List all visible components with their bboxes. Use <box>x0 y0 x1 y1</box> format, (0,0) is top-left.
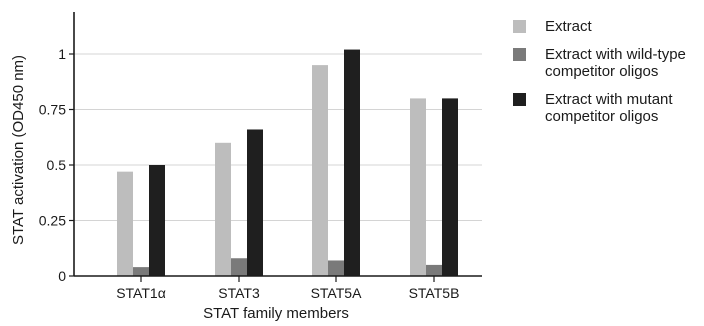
y-tick-label: 0.25 <box>39 213 66 229</box>
x-tick-label: STAT1α <box>116 285 166 301</box>
legend-swatch-wild-type <box>513 48 526 61</box>
y-tick-label: 0 <box>58 268 66 284</box>
legend-item-extract: Extract <box>513 18 703 35</box>
legend-item-mutant: Extract with mutant competitor oligos <box>513 91 703 125</box>
bar-stat1α-series-1 <box>133 267 149 276</box>
bar-stat5b-series-1 <box>426 264 442 276</box>
y-tick-label: 1 <box>58 46 66 62</box>
x-tick-label: STAT3 <box>218 285 260 301</box>
legend-label-extract: Extract <box>545 18 592 35</box>
bar-stat5b-series-0 <box>410 98 426 277</box>
bar-stat3-series-1 <box>231 258 247 276</box>
bar-stat1α-series-2 <box>149 165 165 276</box>
x-tick-label: STAT5B <box>409 285 460 301</box>
bar-stat3-series-0 <box>215 142 231 276</box>
x-axis-title: STAT family members <box>203 305 349 322</box>
bar-stat1α-series-0 <box>117 171 133 276</box>
legend-item-wild-type: Extract with wild-type competitor oligos <box>513 46 703 80</box>
bar-stat5b-series-2 <box>442 98 458 277</box>
y-tick-labels: 0 0.25 0.5 0.75 1 <box>39 46 74 284</box>
legend-label-wild-type: Extract with wild-type competitor oligos <box>545 46 686 80</box>
y-tick-label: 0.75 <box>39 102 66 118</box>
legend: Extract Extract with wild-type competito… <box>513 18 703 136</box>
x-tick-labels: STAT1α STAT3 STAT5A STAT5B <box>116 276 459 301</box>
bar-stat5a-series-1 <box>328 260 344 276</box>
legend-swatch-extract <box>513 20 526 33</box>
bar-stat5a-series-0 <box>312 65 328 276</box>
legend-swatch-mutant <box>513 93 526 106</box>
y-axis-title: STAT activation (OD450 nm) <box>10 55 27 245</box>
bar-stat5a-series-2 <box>344 49 360 277</box>
legend-label-mutant: Extract with mutant competitor oligos <box>545 91 673 125</box>
x-tick-label: STAT5A <box>311 285 362 301</box>
bar-stat3-series-2 <box>247 129 263 276</box>
y-tick-label: 0.5 <box>47 157 67 173</box>
bars <box>117 49 458 277</box>
